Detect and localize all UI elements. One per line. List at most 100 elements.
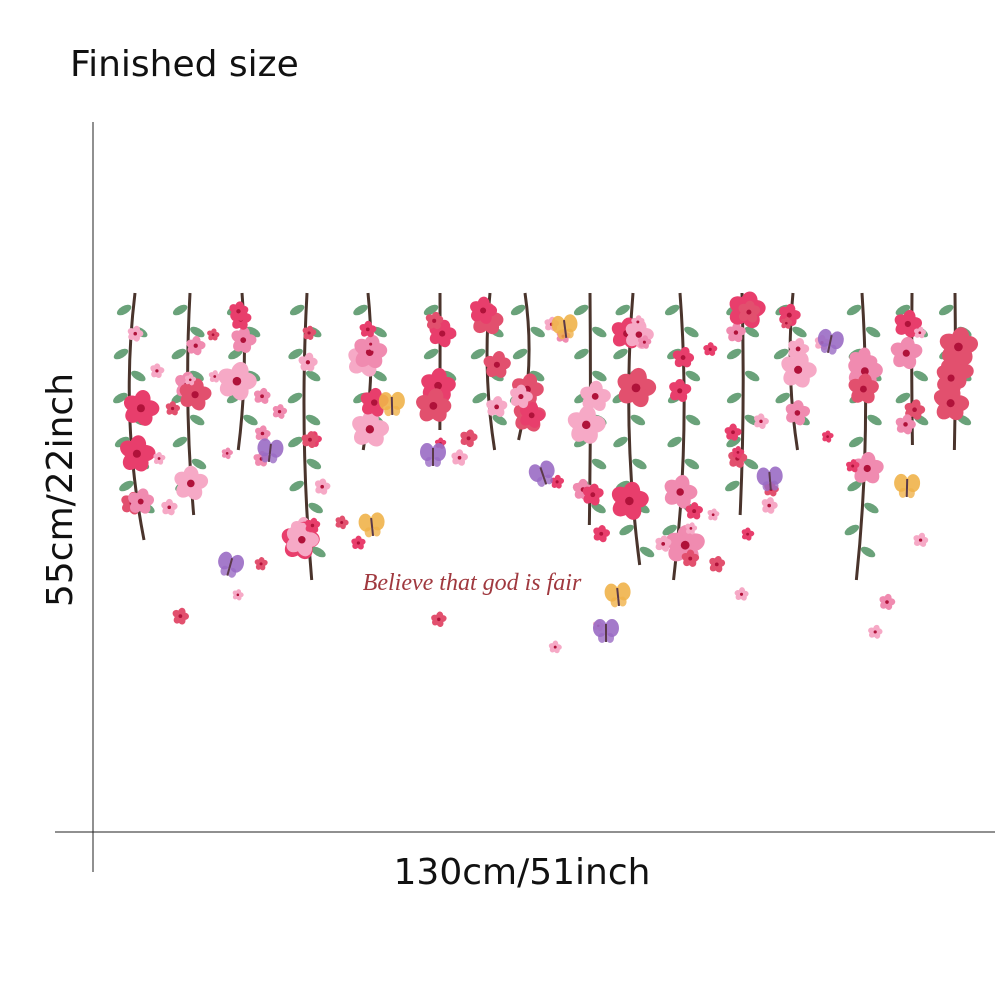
wing (218, 551, 233, 570)
flower-center (733, 330, 739, 335)
flower-center (439, 330, 446, 337)
leaf (529, 370, 545, 382)
wing (269, 453, 278, 464)
flower (631, 315, 645, 329)
flower-center (581, 420, 591, 430)
leaf (725, 480, 740, 492)
flower-center (356, 541, 360, 545)
flower-center (365, 425, 375, 434)
leaf (613, 348, 628, 360)
leaf (592, 326, 607, 338)
leaf (114, 436, 130, 448)
leaf (684, 458, 700, 470)
flower-center (429, 401, 438, 410)
leaf (311, 546, 326, 558)
wing (770, 480, 779, 491)
flower-center (863, 464, 871, 473)
flower-center (236, 593, 240, 597)
flower-center (310, 523, 315, 528)
leaf (895, 392, 911, 404)
wing (220, 565, 229, 576)
leaf (191, 458, 207, 470)
leaf (308, 502, 323, 514)
flower (429, 319, 457, 348)
flower (232, 589, 244, 601)
flower-center (794, 410, 801, 416)
flower (848, 373, 879, 404)
flower-center (305, 360, 311, 365)
height-label: 55cm/22inch (40, 373, 81, 607)
flower (150, 363, 165, 378)
leaf (844, 524, 860, 536)
leaf (289, 480, 304, 492)
butterfly-body (226, 558, 234, 576)
flower (939, 327, 979, 366)
flower (314, 478, 331, 495)
flower-center (432, 318, 437, 323)
flower (359, 320, 377, 338)
flower (703, 342, 718, 356)
flower (460, 429, 478, 448)
leaf (530, 326, 545, 338)
flower (161, 498, 178, 516)
flower (593, 525, 611, 543)
butterfly-body (562, 319, 568, 339)
flower (520, 402, 545, 429)
wing (828, 344, 837, 355)
leaf (773, 348, 789, 360)
flower-center (912, 407, 917, 412)
quote: Believe that god is fair (363, 570, 582, 596)
flower-center (677, 388, 683, 394)
leaf (667, 436, 682, 448)
flower (253, 387, 271, 404)
butterfly-body (826, 334, 833, 353)
flower-center (680, 540, 690, 550)
wing (762, 481, 771, 492)
wing (898, 487, 907, 498)
flower-center (307, 331, 311, 335)
flower (709, 556, 726, 573)
leaf (662, 524, 677, 536)
flower (580, 380, 611, 411)
wing (592, 619, 607, 638)
leaf (684, 326, 699, 338)
wing (378, 392, 393, 411)
butterfly (358, 512, 385, 538)
flower-center (746, 532, 750, 536)
wing (358, 513, 373, 532)
flower (726, 322, 746, 343)
flower-center (213, 375, 217, 378)
flower (470, 296, 498, 324)
wing (820, 343, 829, 354)
flower (120, 435, 156, 472)
leaf (913, 370, 928, 382)
butterfly-body (267, 443, 272, 463)
flower (637, 335, 652, 349)
flower-center (260, 394, 264, 399)
flower-center (480, 307, 487, 314)
flower-center (954, 342, 963, 352)
flower-center (136, 404, 145, 413)
wing (392, 405, 401, 416)
wing (372, 526, 381, 537)
flower-center (826, 435, 829, 438)
flower-center (232, 376, 242, 386)
flower-center (225, 452, 229, 455)
leaf (189, 370, 204, 382)
leaf (632, 458, 647, 470)
leaf (792, 326, 807, 338)
flower (425, 311, 444, 330)
leaf (744, 326, 760, 338)
flower-center (946, 399, 955, 408)
flower-center (132, 449, 141, 458)
leaf (306, 458, 322, 470)
flower-center (437, 617, 441, 622)
flower (732, 446, 745, 459)
flower (510, 384, 533, 409)
flower (822, 430, 834, 443)
flower (890, 336, 923, 370)
leaf (573, 304, 589, 316)
flower (351, 535, 366, 550)
flower-center (636, 320, 640, 324)
butterfly-body (539, 467, 548, 485)
